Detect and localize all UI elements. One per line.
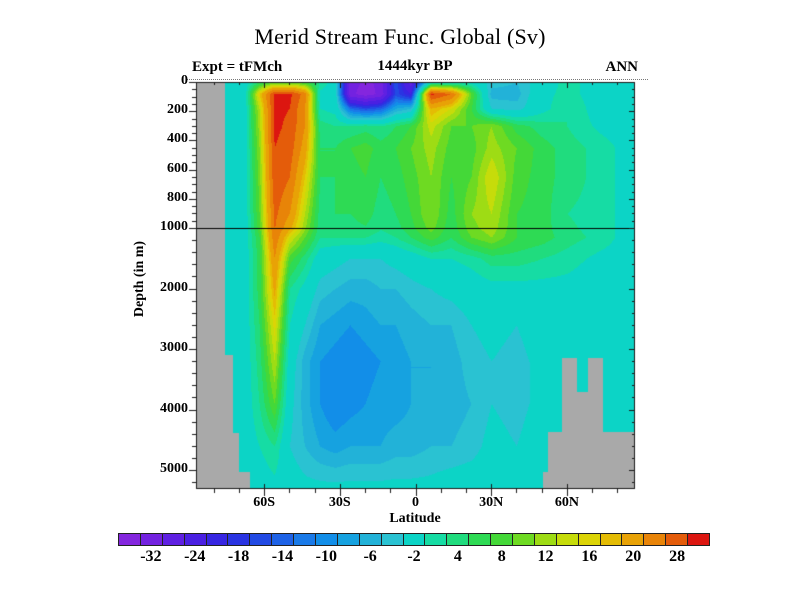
y-tick-label: 4000 — [160, 400, 188, 416]
colorbar-cell — [358, 534, 381, 545]
colorbar-tick-label: -2 — [407, 548, 421, 565]
colorbar-cell — [139, 534, 162, 545]
x-tick-label: 60N — [554, 495, 579, 510]
x-tick-label: 30N — [479, 495, 504, 510]
chart-title: Merid Stream Func. Global (Sv) — [254, 24, 546, 49]
colorbar-cell — [490, 534, 513, 545]
colorbar-cell — [687, 534, 710, 545]
colorbar-tick-label: -6 — [363, 548, 377, 565]
colorbar-cell — [227, 534, 250, 545]
colorbar-cell — [643, 534, 666, 545]
stream-function-contour-canvas — [186, 72, 656, 502]
colorbar-cell — [315, 534, 337, 545]
colorbar-cell — [336, 534, 359, 545]
colorbar-cell — [293, 534, 316, 545]
season-label: ANN — [605, 59, 639, 75]
colorbar-tick-label: -18 — [227, 548, 250, 565]
colorbar-cell — [446, 534, 469, 545]
colorbar-cell — [249, 534, 272, 545]
colorbar-cell — [271, 534, 294, 545]
y-tick-label: 5000 — [160, 461, 188, 476]
colorbar-tick-label: 20 — [625, 548, 642, 565]
colorbar-tick-label: 8 — [497, 548, 506, 565]
y-tick-label: 1000 — [160, 219, 188, 234]
colorbar-cell — [183, 534, 206, 545]
colorbar-tick-label: -10 — [315, 548, 337, 565]
y-tick-label: 200 — [167, 102, 188, 118]
colorbar-tick-label: -24 — [184, 548, 206, 565]
colorbar-tick-label: -32 — [140, 548, 162, 565]
colorbar-cell — [205, 534, 228, 545]
colorbar-cell — [161, 534, 184, 545]
time-label: 1444kyr BP — [377, 58, 453, 74]
y-tick-label: 3000 — [160, 340, 188, 355]
y-tick-label: 800 — [167, 189, 188, 205]
x-axis-title: Latitude — [389, 511, 441, 526]
x-tick-label: 60S — [253, 495, 275, 510]
y-tick-label: 600 — [167, 160, 188, 176]
colorbar-cell — [424, 534, 447, 545]
colorbar-cell — [665, 534, 688, 545]
x-tick-label: 0 — [412, 495, 419, 510]
colorbar-cell — [555, 534, 578, 545]
colorbar-cell — [468, 534, 491, 545]
colorbar-tick-label: 12 — [537, 548, 554, 565]
experiment-label: Expt = tFMch — [192, 59, 283, 75]
colorbar-tick-label: 28 — [669, 548, 686, 565]
colorbar — [118, 533, 710, 546]
colorbar-cell — [577, 534, 600, 545]
colorbar-cell — [380, 534, 403, 545]
colorbar-tick-label: 4 — [453, 548, 462, 565]
colorbar-tick-label: -14 — [271, 548, 294, 565]
colorbar-cell — [402, 534, 425, 545]
y-tick-label: 400 — [167, 131, 188, 147]
colorbar-cell — [533, 534, 556, 545]
colorbar-cell — [599, 534, 622, 545]
colorbar-cell — [119, 534, 140, 545]
x-tick-label: 30S — [328, 495, 351, 510]
colorbar-cell — [512, 534, 534, 545]
y-tick-label: 0 — [181, 73, 188, 88]
colorbar-tick-label: 16 — [581, 548, 598, 565]
colorbar-cell — [621, 534, 644, 545]
y-tick-label: 2000 — [160, 279, 188, 295]
